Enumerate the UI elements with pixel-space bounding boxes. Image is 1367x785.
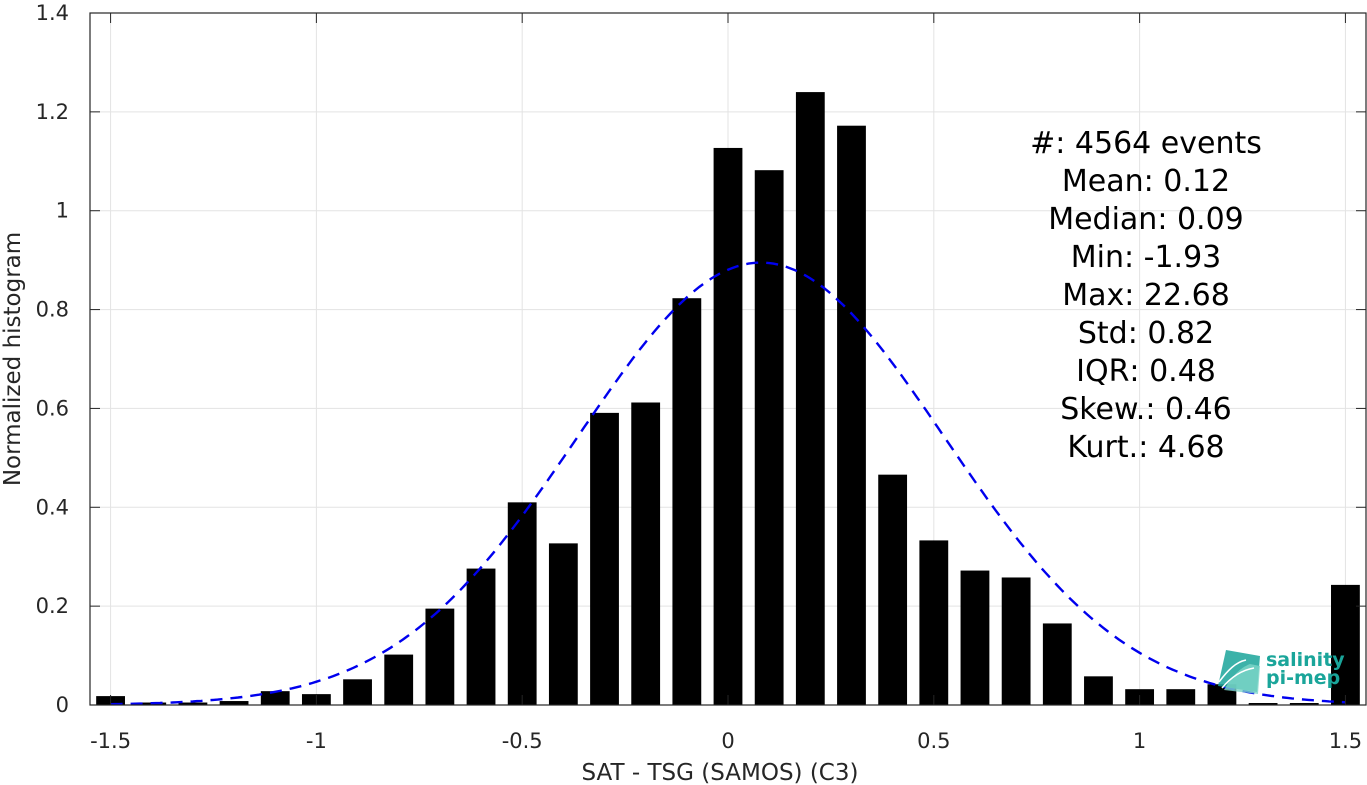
- stats-label: Kurt.: [1067, 430, 1138, 465]
- histogram-bar: [178, 702, 208, 705]
- histogram-bar: [878, 474, 908, 705]
- y-tick-label: 0.6: [36, 396, 69, 420]
- histogram-bar: [713, 147, 743, 705]
- y-tick-label: 0.4: [36, 495, 69, 519]
- stats-value: : 0.82: [1128, 316, 1214, 351]
- histogram-bar: [631, 402, 661, 705]
- salinity-pi-mep-logo: salinity pi-mep: [1218, 649, 1345, 694]
- histogram-bar: [795, 92, 825, 706]
- stats-label: Min: [1071, 240, 1124, 275]
- stats-label: Mean: [1062, 164, 1144, 199]
- y-tick-label: 0.8: [36, 298, 69, 322]
- y-tick-label: 1.2: [36, 100, 69, 124]
- histogram-bar: [1084, 676, 1113, 705]
- wave-logo-icon: [1218, 650, 1260, 694]
- stats-row: # : 4564 events: [1030, 126, 1262, 161]
- axis-ticks: [90, 12, 1366, 706]
- stats-row: Std : 0.82: [1078, 316, 1214, 351]
- stats-row: Median : 0.09: [1048, 202, 1244, 237]
- y-tick-label: 0.2: [36, 594, 69, 618]
- stats-value: : 0.48: [1129, 354, 1215, 389]
- x-tick-label: 0.5: [917, 729, 950, 753]
- x-tick-labels: -1.5 -1 -0.5 0 0.5 1 1.5: [90, 729, 1362, 753]
- stats-row: Kurt. : 4.68: [1067, 430, 1224, 465]
- histogram-bar: [1166, 689, 1196, 705]
- histogram-bars: [96, 92, 1360, 706]
- stats-row: Skew. : 0.46: [1060, 392, 1232, 427]
- histogram-bar: [1331, 584, 1360, 705]
- histogram-bar: [343, 679, 372, 705]
- x-tick-label: 1.5: [1329, 729, 1362, 753]
- y-tick-label: 1: [56, 199, 69, 223]
- histogram-bar: [1248, 703, 1278, 705]
- stats-label: Std: [1078, 316, 1128, 351]
- stats-label: IQR: [1076, 354, 1129, 389]
- histogram-bar: [260, 691, 290, 705]
- histogram-bar: [219, 701, 249, 705]
- histogram-bar: [466, 568, 496, 705]
- histogram-bar: [590, 412, 619, 705]
- stats-label: Max: [1062, 278, 1124, 313]
- histogram-bar: [507, 502, 537, 705]
- stats-label: #: [1030, 126, 1055, 161]
- histogram-bar: [919, 540, 949, 705]
- histogram-bar: [754, 170, 784, 705]
- logo-text-line1: salinity: [1266, 649, 1345, 671]
- stats-value: : 0.09: [1157, 202, 1243, 237]
- histogram-bar: [960, 570, 990, 705]
- histogram-bar: [548, 543, 578, 705]
- histogram-bar: [672, 298, 702, 705]
- x-tick-label: -0.5: [502, 729, 543, 753]
- stats-row: Max : 22.68: [1062, 278, 1230, 313]
- stats-value: : 22.68: [1124, 278, 1230, 313]
- x-tick-label: -1.5: [90, 729, 131, 753]
- histogram-bar: [384, 654, 414, 705]
- stats-value: : 4564 events: [1055, 126, 1262, 161]
- normal-fit-curve: [110, 261, 1346, 706]
- stats-row: Mean : 0.12: [1062, 164, 1230, 199]
- x-tick-label: -1: [306, 729, 327, 753]
- x-tick-label: 1: [1133, 729, 1146, 753]
- y-tick-label: 1.4: [36, 1, 69, 25]
- histogram-bar: [1001, 577, 1031, 705]
- y-axis-label: Normalized histogram: [0, 232, 26, 486]
- y-tick-label: 0: [56, 693, 69, 717]
- stats-row: IQR : 0.48: [1076, 354, 1216, 389]
- histogram-bar: [1289, 703, 1319, 705]
- stats-value: : 0.12: [1144, 164, 1230, 199]
- x-axis-label: SAT - TSG (SAMOS) (C3): [582, 760, 859, 785]
- histogram-bar: [425, 608, 455, 705]
- logo-text-line2: pi-mep: [1266, 667, 1340, 689]
- stats-value: : 4.68: [1138, 430, 1224, 465]
- stats-label: Skew.: [1060, 392, 1145, 427]
- stats-value: : 0.46: [1145, 392, 1231, 427]
- histogram-bar: [1042, 623, 1072, 705]
- stats-value: : -1.93: [1124, 240, 1221, 275]
- y-tick-labels: 0 0.2 0.4 0.6 0.8 1 1.2 1.4: [36, 1, 69, 717]
- histogram-bar: [837, 125, 866, 705]
- x-tick-label: 0: [721, 729, 734, 753]
- stats-label: Median: [1048, 202, 1157, 237]
- stats-row: Min : -1.93: [1071, 240, 1222, 275]
